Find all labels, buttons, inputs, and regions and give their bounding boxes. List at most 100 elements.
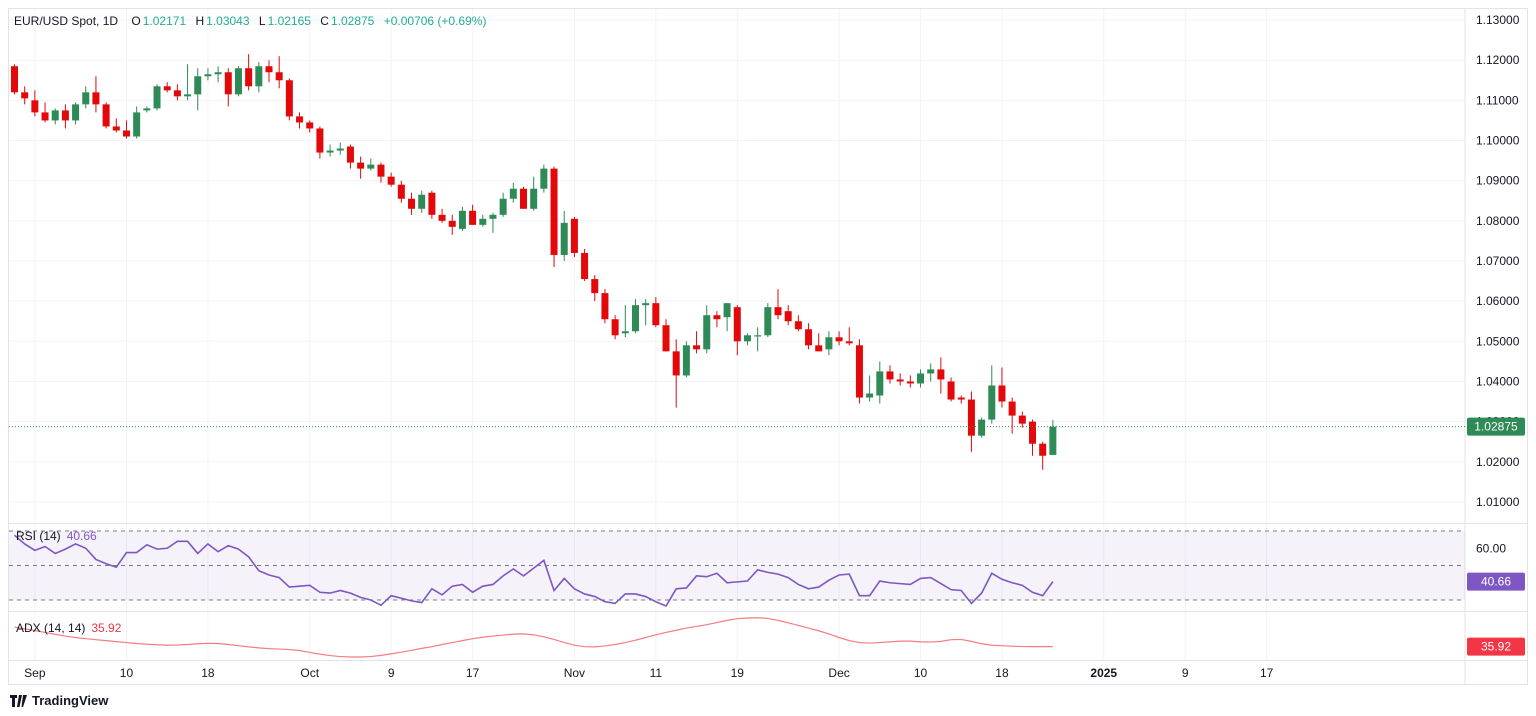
candle-body [774, 307, 782, 316]
candle-body [367, 164, 375, 169]
close-value: 1.02875 [330, 14, 375, 28]
candle-body [733, 307, 741, 342]
adx-last-tag [1467, 637, 1525, 656]
open-label: O [131, 14, 141, 28]
candle-body [927, 369, 935, 374]
last-price-label: 1.02875 [1474, 420, 1518, 434]
candle-body [194, 76, 202, 95]
candle-body [682, 345, 690, 376]
candle-body [1018, 415, 1026, 424]
candle-body [153, 86, 161, 109]
price-tick-label: 1.02000 [1476, 455, 1520, 469]
candle-body [184, 94, 192, 97]
rsi-legend[interactable]: RSI (14) 40.66 [16, 529, 97, 543]
adx-line [14, 617, 1053, 658]
time-tick-label: 10 [120, 666, 134, 680]
candle-body [438, 214, 446, 221]
candle-body [285, 80, 293, 117]
candle-body [815, 345, 823, 352]
candle-body [397, 184, 405, 199]
candle-body [601, 293, 609, 320]
candle-body [41, 112, 49, 121]
candle-body [408, 198, 416, 209]
rsi-last-tag [1467, 572, 1525, 591]
candle-body [61, 110, 69, 121]
rsi-line [13, 534, 1054, 608]
price-tick-label: 1.05000 [1476, 334, 1520, 348]
candle-body [1039, 443, 1047, 456]
adx-name: ADX (14, 14) [16, 621, 86, 635]
candle-body [316, 128, 324, 153]
high-value: 1.03043 [206, 14, 250, 28]
time-tick-label: Dec [828, 666, 849, 680]
price-axis: 1.010001.020001.030001.040001.050001.060… [1467, 13, 1525, 656]
candle-body [326, 150, 334, 153]
candle-body [876, 371, 884, 396]
candle-body [448, 220, 456, 227]
candle-body [173, 90, 181, 97]
time-tick-label: 11 [650, 666, 663, 680]
tradingview-logo[interactable]: TradingView [10, 693, 108, 708]
candle-body [754, 335, 762, 337]
candle-body [550, 168, 558, 255]
candle-body [764, 307, 772, 336]
candle-body [234, 68, 242, 95]
time-tick-label: 18 [995, 666, 1009, 680]
candle-body [693, 345, 701, 350]
candle-body [794, 321, 802, 330]
candle-body [224, 72, 232, 95]
candle-body [296, 116, 304, 123]
time-tick-label: 9 [1182, 666, 1189, 680]
candle-body [845, 341, 853, 344]
price-tick-label: 1.10000 [1476, 134, 1520, 148]
time-tick-label: Sep [24, 666, 46, 680]
time-tick-label: 2025 [1090, 666, 1117, 680]
candle-body [428, 192, 436, 215]
candle-body [917, 373, 925, 384]
candle-body [581, 252, 589, 280]
candle-body [102, 104, 110, 127]
candle-body [1029, 421, 1036, 444]
chart-legend: EUR/USD Spot, 1D O 1.02171 H 1.03043 L 1.02… [14, 14, 488, 28]
candle-body [1049, 426, 1057, 455]
candle-body [540, 168, 548, 189]
candle-body [652, 303, 660, 326]
candle-body [662, 325, 670, 352]
candle-body [957, 397, 965, 400]
candle-body [743, 335, 751, 342]
candle-body [998, 385, 1006, 402]
candle-body [723, 303, 731, 318]
pane-separators [8, 8, 1528, 685]
rsi-value: 40.66 [66, 529, 97, 543]
candle-body [499, 198, 507, 215]
candle-body [133, 112, 141, 137]
candle-body [92, 92, 100, 105]
candle-body [520, 188, 527, 209]
candle-body [214, 72, 222, 75]
adx-value: 35.92 [91, 621, 122, 635]
candle-body [489, 214, 497, 219]
candle-body [703, 315, 711, 350]
price-tick-label: 1.08000 [1476, 214, 1520, 228]
price-tick-label: 1.09000 [1476, 174, 1520, 188]
brand-name: TradingView [32, 693, 109, 708]
adx-legend[interactable]: ADX (14, 14) 35.92 [16, 621, 121, 635]
adx-last-label: 35.92 [1481, 640, 1511, 654]
time-tick-label: 9 [388, 666, 395, 680]
rsi-last-label: 40.66 [1481, 575, 1511, 589]
tradingview-icon [10, 694, 27, 707]
candle-body [51, 110, 59, 121]
open-value: 1.02171 [142, 14, 187, 28]
price-tick-label: 1.07000 [1476, 254, 1520, 268]
candle-body [357, 162, 365, 169]
candle-body [21, 92, 29, 99]
symbol-title[interactable]: EUR/USD Spot, 1D [14, 14, 119, 28]
candle-body [967, 399, 975, 436]
candle-body [143, 108, 151, 111]
candle-body [82, 92, 90, 105]
candle-body [560, 222, 568, 255]
candle-body [937, 369, 945, 380]
candle-body [275, 72, 283, 81]
candle-body [418, 194, 426, 209]
